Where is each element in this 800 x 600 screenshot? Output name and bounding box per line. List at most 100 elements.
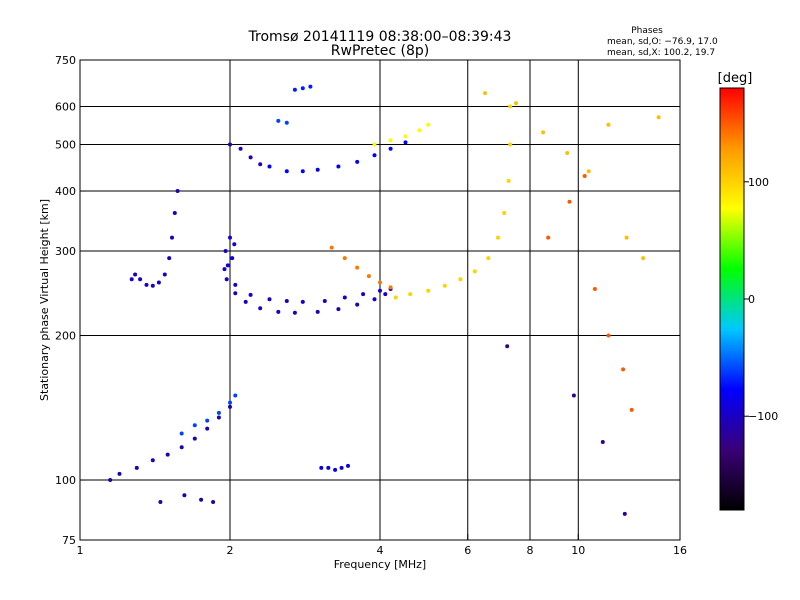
- echo-point-s15-p2: [541, 130, 546, 135]
- echo-point-s16-p1: [567, 199, 572, 204]
- echo-point-s3-p0: [222, 267, 227, 272]
- echo-point-s6-p3: [258, 162, 263, 167]
- echo-point-s16-p0: [546, 235, 551, 240]
- echo-point-s0-p4: [162, 272, 167, 277]
- echo-point-s9-p5: [388, 285, 393, 290]
- echo-point-s2-p9: [372, 297, 377, 302]
- y-axis-label: Stationary phase Virtual Height [km]: [38, 199, 51, 401]
- y-tick-label-100: 100: [55, 474, 76, 487]
- echo-point-s16-p4: [606, 333, 611, 338]
- echo-point-s4-p2: [228, 235, 232, 240]
- echo-point-s16-p5: [621, 367, 626, 372]
- echo-point-s13-p1: [300, 86, 305, 91]
- echo-point-s3-p7: [342, 295, 347, 300]
- echo-point-s0-p0: [138, 277, 143, 282]
- y-tick-label-200: 200: [55, 330, 76, 343]
- echo-point-s16-p3: [592, 287, 597, 291]
- echo-point-s10-p9: [228, 404, 232, 409]
- echo-point-s8-p7: [496, 235, 500, 240]
- echo-point-s8-p3: [442, 283, 447, 288]
- echo-point-s3-p8: [361, 292, 366, 297]
- x-tick-label-6: 6: [464, 544, 471, 557]
- echo-point-s2-p8: [355, 302, 360, 307]
- echo-point-s6-p1: [238, 146, 243, 151]
- echo-point-s2-p4: [276, 309, 281, 314]
- echo-point-s11-p0: [179, 431, 184, 436]
- echo-point-s1-p1: [129, 277, 134, 282]
- echo-point-s6-p2: [248, 155, 253, 160]
- y-tick-label-500: 500: [55, 139, 76, 152]
- echo-point-s10-p7: [205, 426, 210, 431]
- echo-point-s12-p1: [326, 465, 331, 470]
- echo-point-s3-p5: [300, 299, 305, 304]
- echo-point-s11-p2: [205, 418, 210, 423]
- echo-point-s6-p0: [228, 142, 232, 147]
- echo-point-s3-p9: [378, 288, 382, 293]
- echo-point-s10-p5: [179, 445, 184, 450]
- echo-point-s5-p1: [284, 169, 289, 174]
- y-tick-label-600: 600: [55, 101, 76, 114]
- echo-point-s2-p2: [243, 299, 248, 304]
- echo-point-s13-p2: [308, 84, 313, 89]
- echo-point-s9-p0: [329, 245, 334, 250]
- echo-point-s2-p10: [383, 292, 388, 297]
- echo-point-s15-p4: [586, 169, 591, 174]
- echo-point-s10-p4: [165, 452, 170, 457]
- colorbar-tick-label-0: 100: [748, 176, 769, 189]
- chart-subtitle: RwPretec (8p): [331, 43, 429, 59]
- echo-point-s0-p8: [175, 189, 180, 193]
- echo-point-s0-p6: [170, 235, 174, 240]
- echo-point-s12-p2: [333, 467, 338, 472]
- colorbar-label: [deg]: [718, 71, 753, 86]
- echo-point-s11-p4: [228, 400, 232, 405]
- echo-point-s7-p0: [372, 142, 377, 147]
- echo-point-s11-p5: [233, 393, 238, 398]
- echo-point-s5-p5: [355, 159, 360, 164]
- x-tick-label-2: 2: [227, 544, 234, 557]
- echo-point-s15-p8: [656, 115, 661, 120]
- echo-point-s3-p4: [284, 299, 289, 303]
- echo-point-s10-p8: [216, 415, 221, 420]
- colorbar-tick-label-2: −100: [748, 410, 778, 423]
- echo-point-s9-p4: [378, 280, 382, 285]
- x-tick-label-10: 10: [571, 544, 585, 557]
- chart-title: Tromsø 20141119 08:38:00–08:39:43: [248, 29, 512, 45]
- echo-point-s4-p4: [232, 242, 237, 247]
- echo-point-s8-p8: [502, 211, 507, 215]
- echo-point-s0-p5: [167, 256, 172, 261]
- echo-point-s15-p0: [483, 91, 488, 96]
- echo-point-s7-p2: [403, 134, 408, 139]
- echo-point-s7-p4: [426, 122, 431, 127]
- echo-point-s5-p0: [267, 164, 272, 169]
- echo-point-s15-p6: [624, 235, 629, 240]
- echo-point-s2-p0: [224, 277, 229, 282]
- echo-point-s11-p3: [216, 410, 221, 415]
- x-tick-label-8: 8: [527, 544, 534, 557]
- echo-point-s2-p6: [315, 309, 320, 314]
- echo-point-s17-p2: [600, 440, 605, 444]
- echo-point-s12-p0: [319, 465, 324, 470]
- echo-point-s10-p6: [192, 436, 197, 441]
- echo-point-s8-p11: [508, 104, 513, 109]
- echo-point-s15-p5: [606, 122, 611, 127]
- echo-point-s3-p1: [233, 282, 238, 287]
- colorbar: [719, 87, 745, 511]
- echo-point-s17-p3: [622, 511, 627, 516]
- echo-point-s8-p9: [506, 178, 511, 183]
- echo-point-s5-p6: [372, 153, 377, 158]
- echo-point-s18-p2: [199, 497, 204, 502]
- echo-point-s0-p1: [144, 282, 149, 287]
- x-tick-label-16: 16: [673, 544, 687, 557]
- echo-point-s16-p6: [629, 407, 634, 412]
- legend-title: Phases: [631, 26, 663, 36]
- echo-point-s11-p1: [192, 423, 197, 428]
- y-tick-label-750: 750: [55, 54, 76, 67]
- echo-point-s12-p4: [346, 463, 350, 468]
- echo-point-s2-p1: [233, 291, 238, 296]
- echo-point-s14-p0: [276, 118, 281, 123]
- echo-point-s4-p1: [225, 263, 230, 268]
- echo-point-s5-p4: [336, 164, 341, 169]
- y-tick-label-300: 300: [55, 245, 76, 258]
- echo-point-s10-p0: [108, 478, 113, 482]
